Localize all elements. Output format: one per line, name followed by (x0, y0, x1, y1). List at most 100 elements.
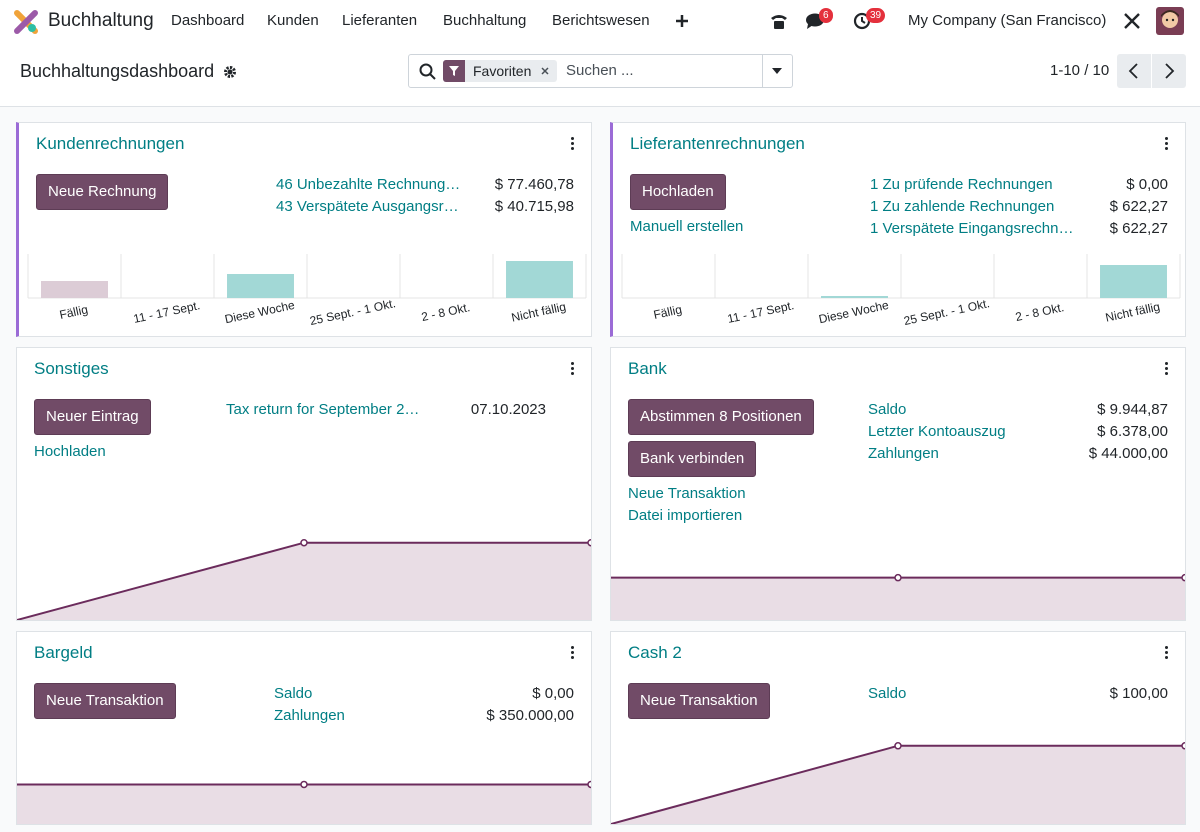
bar[interactable] (227, 274, 294, 298)
kebab-menu[interactable] (571, 137, 575, 152)
stat-row: Saldo $ 0,00 (274, 683, 574, 705)
primary-button[interactable]: Bank verbinden (628, 441, 757, 477)
stat-label[interactable]: 1 Zu prüfende Rechnungen (870, 176, 1053, 193)
menu-item[interactable]: Kunden (267, 12, 319, 29)
gear-icon[interactable] (223, 65, 237, 79)
messages-badge: 6 (819, 8, 833, 23)
kebab-menu[interactable] (1165, 646, 1169, 661)
stat-label[interactable]: Zahlungen (868, 445, 939, 462)
pager-previous[interactable] (1117, 54, 1151, 88)
journal-graph (611, 742, 1186, 824)
user-avatar[interactable] (1156, 7, 1184, 35)
point[interactable] (300, 538, 308, 547)
stat-row: Zahlungen $ 44.000,00 (868, 443, 1168, 465)
primary-button[interactable]: Neue Transaktion (34, 683, 176, 719)
menu-item[interactable]: Dashboard (171, 12, 245, 29)
primary-button[interactable]: Neue Rechnung (36, 174, 169, 210)
stat-value: $ 77.460,78 (494, 176, 574, 193)
debug-icon[interactable] (1123, 12, 1141, 30)
kebab-dot (571, 362, 574, 365)
card-title[interactable]: Bargeld (34, 643, 93, 662)
stat-label[interactable]: 43 Verspätete Ausgangsr… (276, 198, 459, 215)
card-title[interactable]: Cash 2 (628, 643, 682, 662)
bar[interactable] (821, 296, 888, 298)
kebab-dot (571, 137, 574, 140)
kebab-menu[interactable] (1165, 362, 1169, 377)
card-title[interactable]: Lieferantenrechnungen (630, 134, 805, 153)
pager-value: 1-10 / 10 (1050, 62, 1110, 79)
stat-label[interactable]: Saldo (868, 685, 907, 702)
kebab-dot (1165, 372, 1168, 375)
stat-value: $ 0,00 (532, 685, 574, 702)
stat-label[interactable]: Zahlungen (274, 707, 345, 724)
menu-item[interactable]: Buchhaltung (443, 12, 527, 29)
kebab-dot (571, 372, 574, 375)
point[interactable] (894, 742, 902, 750)
stat-value: $ 350.000,00 (486, 707, 574, 724)
stat-label[interactable]: Saldo (274, 685, 313, 702)
bar[interactable] (41, 281, 108, 298)
action-link[interactable]: Hochladen (34, 443, 106, 460)
action-link[interactable]: Datei importieren (628, 507, 743, 524)
stat-value: 07.10.2023 (470, 401, 546, 418)
card-title[interactable]: Bank (628, 359, 667, 378)
facet-label: Favoriten (473, 63, 532, 79)
stat-label[interactable]: Letzter Kontoauszug (868, 423, 1006, 440)
bar[interactable] (1100, 265, 1167, 298)
facet-remove[interactable] (541, 67, 549, 75)
kebab-menu[interactable] (571, 362, 575, 377)
card-title[interactable]: Kundenrechnungen (36, 134, 185, 153)
card-title[interactable]: Sonstiges (34, 359, 109, 378)
bar[interactable] (506, 261, 573, 298)
stat-label[interactable]: 1 Zu zahlende Rechnungen (870, 198, 1055, 215)
point[interactable] (300, 780, 308, 789)
control-panel: Buchhaltungsdashboard Favoriten Suchen .… (0, 42, 1200, 107)
point[interactable] (587, 780, 592, 789)
search-toggle[interactable] (772, 68, 782, 74)
search-icon (419, 63, 436, 80)
menu-item[interactable]: Lieferanten (342, 12, 418, 29)
x-tick-label: Fällig (58, 302, 89, 322)
stat-value: $ 44.000,00 (1088, 445, 1168, 462)
card-stats: Saldo $ 9.944,87 Letzter Kontoauszug $ 6.37… (868, 399, 1168, 465)
card-actions: Neue Transaktion (34, 683, 176, 725)
point[interactable] (894, 573, 902, 582)
primary-button[interactable]: Neue Transaktion (628, 683, 770, 719)
journal-card: Bargeld Neue Transaktion Saldo $ 0,00 Zahlun… (16, 631, 592, 825)
app-name[interactable]: Buchhaltung (48, 10, 154, 31)
action-link[interactable]: Neue Transaktion (628, 485, 746, 502)
stat-label[interactable]: 46 Unbezahlte Rechnung… (276, 176, 461, 193)
stat-label[interactable]: Tax return for September 2… (226, 401, 420, 418)
area (611, 745, 1185, 824)
menu-item[interactable]: Berichtswesen (552, 12, 650, 29)
stat-label[interactable]: 1 Verspätete Eingangsrechn… (870, 220, 1074, 237)
stat-value: $ 9.944,87 (1097, 401, 1168, 418)
company-switcher[interactable]: My Company (San Francisco) (908, 12, 1107, 29)
stat-row: Tax return for September 2… 07.10.2023 (226, 399, 546, 421)
stat-label[interactable]: Saldo (868, 401, 907, 418)
kebab-dot (1165, 362, 1168, 365)
kebab-dot (1165, 656, 1168, 659)
journal-card: Sonstiges Neuer Eintrag Hochladen Tax retur… (16, 347, 592, 621)
search-input[interactable]: Suchen ... (566, 62, 634, 79)
kebab-menu[interactable] (571, 646, 575, 661)
kebab-dot (1165, 646, 1168, 649)
stat-value: $ 6.378,00 (1097, 423, 1168, 440)
pager-next[interactable] (1152, 54, 1186, 88)
primary-button[interactable]: Abstimmen 8 Positionen (628, 399, 814, 435)
phone-icon[interactable] (769, 12, 789, 30)
activities-badge: 39 (866, 8, 886, 23)
kebab-menu[interactable] (1165, 137, 1169, 152)
point[interactable] (587, 538, 592, 547)
point[interactable] (1181, 573, 1186, 582)
search-bar[interactable]: Favoriten Suchen ... (408, 54, 793, 88)
stat-row: 43 Verspätete Ausgangsr… $ 40.715,98 (276, 196, 574, 218)
journal-graph (17, 538, 592, 620)
primary-button[interactable]: Hochladen (630, 174, 726, 210)
plus-icon[interactable] (675, 14, 689, 28)
action-link[interactable]: Manuell erstellen (630, 218, 744, 235)
point[interactable] (1181, 742, 1186, 750)
primary-button[interactable]: Neuer Eintrag (34, 399, 151, 435)
journal-card: Cash 2 Neue Transaktion Saldo $ 100,00 (610, 631, 1186, 825)
